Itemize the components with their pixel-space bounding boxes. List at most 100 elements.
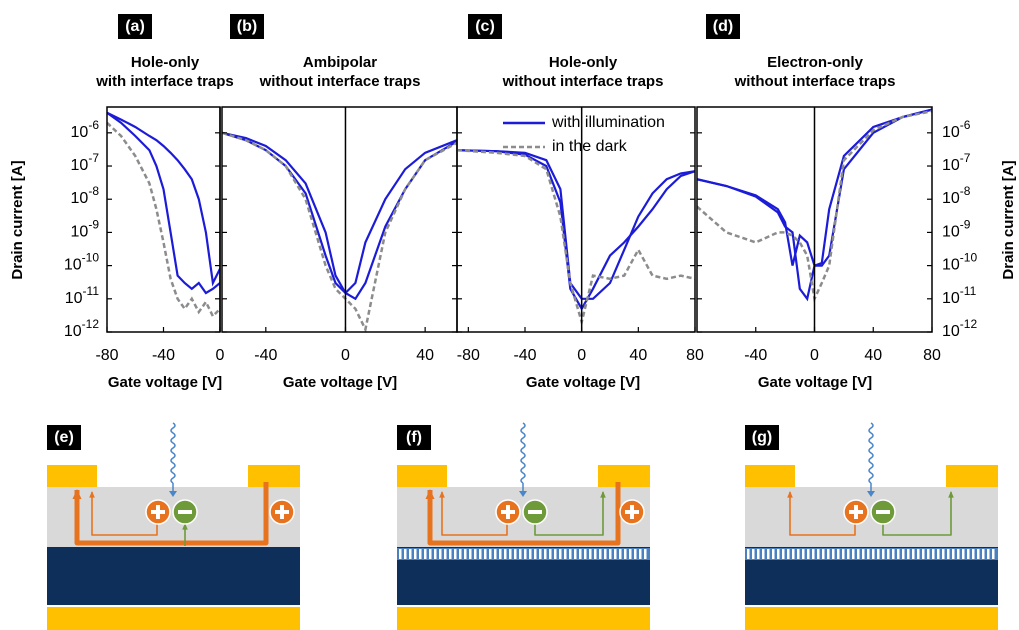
- y-tick-exponent: -7: [960, 151, 971, 165]
- data-line: [222, 133, 457, 293]
- legend-label: in the dark: [552, 138, 628, 155]
- interface-stripe: [639, 549, 642, 559]
- device-diagram: (g): [745, 423, 998, 630]
- interface-stripe: [967, 549, 970, 559]
- bottom-gate: [745, 607, 998, 630]
- interface-stripe: [807, 549, 810, 559]
- interface-stripe: [434, 549, 437, 559]
- interface-stripe: [584, 549, 587, 559]
- panel-title: Hole-only: [131, 54, 200, 71]
- x-tick-label: -40: [744, 347, 767, 364]
- y-tick-exponent: -12: [960, 317, 978, 331]
- charge-sign: [280, 505, 284, 519]
- interface-stripe: [579, 549, 582, 559]
- legend-label: with illumination: [551, 114, 665, 131]
- y-tick-base: 10: [942, 157, 960, 174]
- y-tick-base: 10: [942, 190, 960, 207]
- y-tick-base: 10: [71, 124, 89, 141]
- interface-stripe: [519, 549, 522, 559]
- interface-stripe: [399, 549, 402, 559]
- interface-stripe: [897, 549, 900, 559]
- plot-frame: [222, 107, 457, 332]
- x-axis-label: Gate voltage [V]: [758, 374, 872, 391]
- panel-title: Hole-only: [549, 54, 618, 71]
- y-tick-exponent: -9: [88, 218, 99, 232]
- y-tick-base: 10: [65, 290, 83, 307]
- x-tick-label: -80: [457, 347, 480, 364]
- data-line: [107, 113, 220, 283]
- interface-stripe: [832, 549, 835, 559]
- y-tick-label: 10-12: [942, 317, 977, 340]
- interface-stripe: [469, 549, 472, 559]
- interface-stripe: [634, 549, 637, 559]
- y-tick-label: 10-9: [71, 218, 100, 241]
- interface-stripe: [604, 549, 607, 559]
- panel-title: without interface traps: [259, 73, 421, 90]
- interface-stripe: [942, 549, 945, 559]
- interface-stripe: [619, 549, 622, 559]
- x-axis-label: Gate voltage [V]: [526, 374, 640, 391]
- charge-sign: [156, 505, 160, 519]
- interface-stripe: [917, 549, 920, 559]
- charge-sign: [506, 505, 510, 519]
- data-line: [457, 150, 695, 309]
- interface-stripe: [772, 549, 775, 559]
- interface-stripe: [912, 549, 915, 559]
- drain-contact: [946, 465, 998, 487]
- charge-sign: [876, 510, 890, 514]
- x-tick-label: 0: [341, 347, 350, 364]
- interface-stripe: [907, 549, 910, 559]
- interface-stripe: [419, 549, 422, 559]
- y-tick-exponent: -10: [960, 251, 978, 265]
- interface-stripe: [544, 549, 547, 559]
- charge-sign: [630, 505, 634, 519]
- interface-stripe: [629, 549, 632, 559]
- interface-stripe: [539, 549, 542, 559]
- x-tick-label: 40: [864, 347, 882, 364]
- chart-panel: 10-1210-1110-1010-910-810-710-6-80-400Ga…: [9, 14, 234, 391]
- y-tick-label: 10-11: [65, 284, 100, 307]
- y-tick-label: 10-9: [942, 218, 971, 241]
- interface-stripe: [862, 549, 865, 559]
- y-tick-base: 10: [71, 224, 89, 241]
- interface-stripe: [802, 549, 805, 559]
- interface-stripe: [782, 549, 785, 559]
- y-tick-label: 10-10: [942, 251, 977, 274]
- y-tick-exponent: -12: [82, 317, 100, 331]
- interface-stripe: [534, 549, 537, 559]
- bottom-gate: [397, 607, 650, 630]
- interface-stripe: [514, 549, 517, 559]
- light-wave: [869, 423, 873, 483]
- interface-stripe: [409, 549, 412, 559]
- interface-stripe: [767, 549, 770, 559]
- x-tick-label: 40: [416, 347, 434, 364]
- interface-stripe: [564, 549, 567, 559]
- y-tick-label: 10-11: [942, 284, 977, 307]
- y-tick-base: 10: [942, 290, 960, 307]
- interface-stripe: [852, 549, 855, 559]
- interface-stripe: [902, 549, 905, 559]
- interface-stripe: [449, 549, 452, 559]
- interface-stripe: [454, 549, 457, 559]
- interface-stripe: [574, 549, 577, 559]
- charge-sign: [178, 510, 192, 514]
- panel-label: (e): [54, 429, 74, 446]
- y-tick-base: 10: [64, 257, 82, 274]
- interface-stripe: [569, 549, 572, 559]
- source-contact: [397, 465, 447, 487]
- interface-stripe: [822, 549, 825, 559]
- interface-stripe: [777, 549, 780, 559]
- y-tick-base: 10: [942, 323, 960, 340]
- interface-stripe: [484, 549, 487, 559]
- y-tick-label: 10-6: [942, 118, 971, 141]
- interface-stripe: [812, 549, 815, 559]
- interface-stripe: [982, 549, 985, 559]
- device-diagram: (e): [47, 423, 300, 630]
- chart-panel: -80-4004080Gate voltage [V](c)Hole-onlyw…: [457, 14, 704, 391]
- panel-label: (c): [475, 18, 495, 35]
- y-axis-label: Drain current [A]: [9, 160, 26, 279]
- interface-stripe: [922, 549, 925, 559]
- x-tick-label: -40: [152, 347, 175, 364]
- y-tick-base: 10: [942, 124, 960, 141]
- y-tick-exponent: -6: [88, 118, 99, 132]
